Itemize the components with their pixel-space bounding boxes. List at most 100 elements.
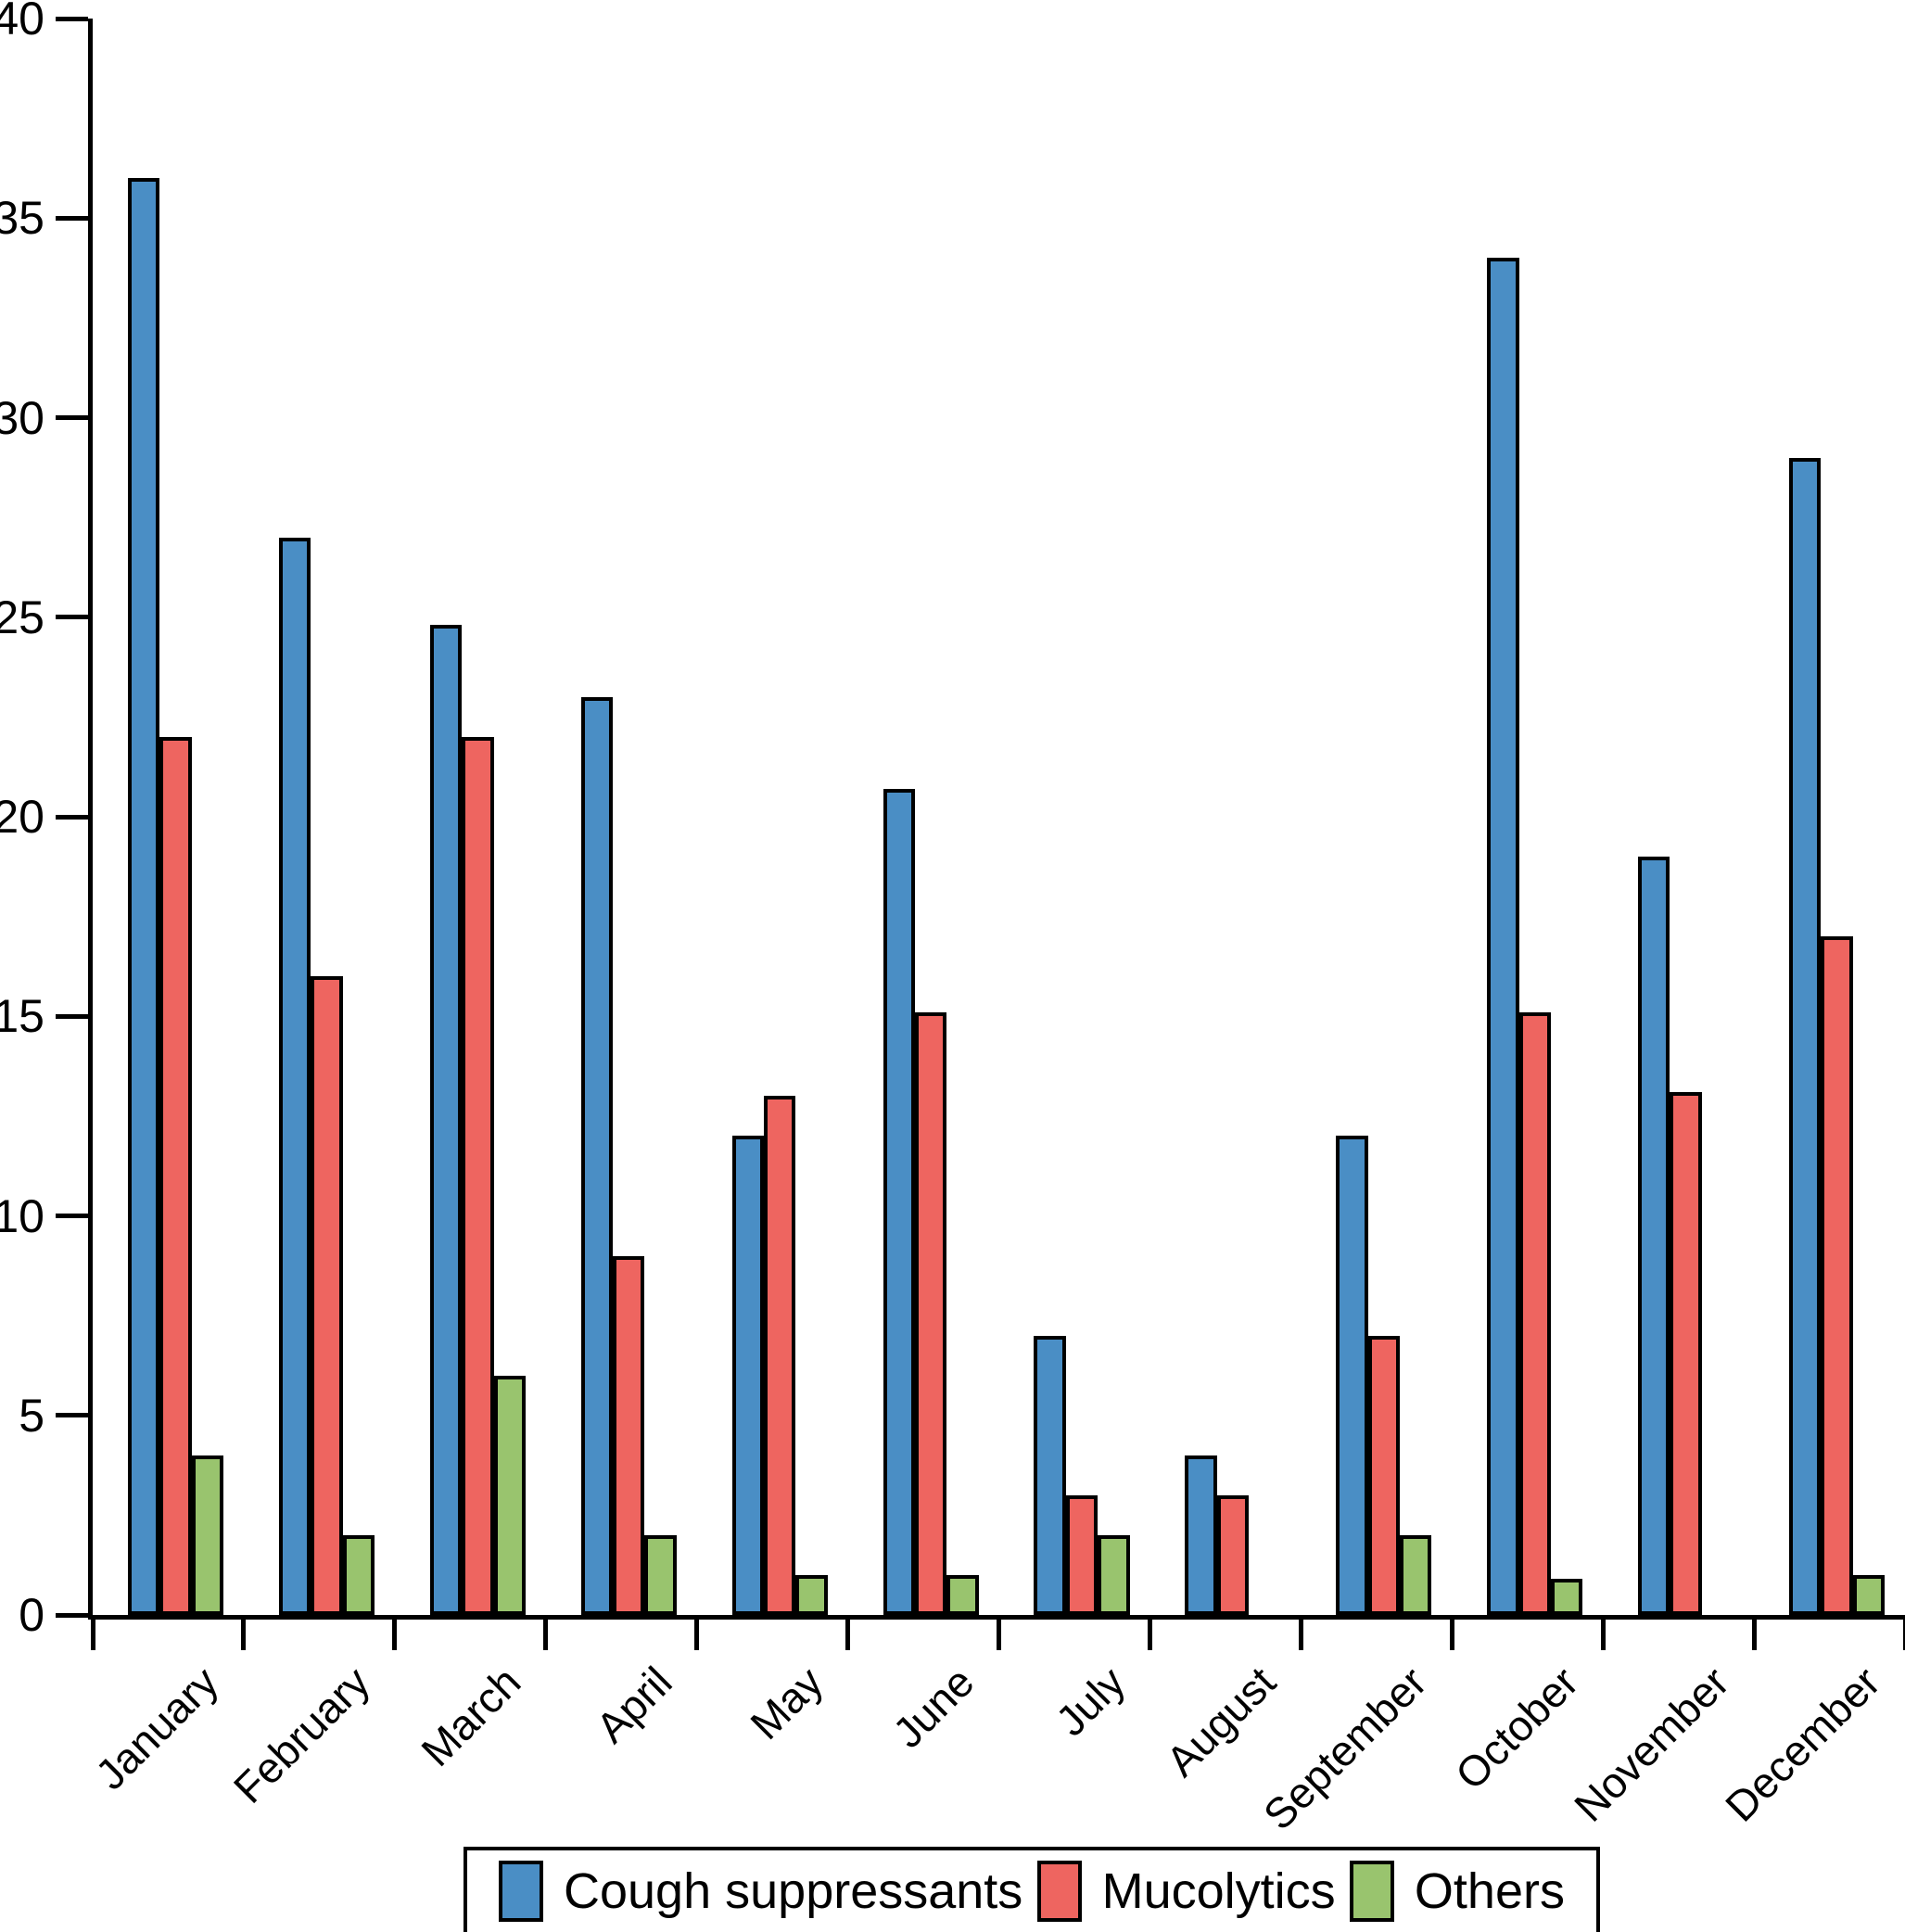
x-axis-tick-february bbox=[392, 1615, 398, 1650]
x-axis-label-text: April bbox=[586, 1657, 681, 1752]
bar-october-others bbox=[1550, 1579, 1583, 1615]
x-axis-label-text: December bbox=[1715, 1657, 1889, 1831]
bar-february-others bbox=[342, 1534, 375, 1615]
bar-july-mucolytics bbox=[1065, 1494, 1099, 1615]
legend-label: Others bbox=[1414, 1863, 1565, 1919]
bar-group-december bbox=[1754, 19, 1905, 1615]
x-axis-tick-january bbox=[241, 1615, 247, 1650]
y-axis-tick-10 bbox=[56, 1214, 88, 1218]
x-axis-tick-start bbox=[90, 1615, 95, 1650]
bar-september-mucolytics bbox=[1367, 1335, 1401, 1615]
x-axis-label-text: September bbox=[1254, 1657, 1436, 1839]
y-axis-tick-30 bbox=[56, 415, 88, 420]
y-axis-label-10: 10 bbox=[0, 1189, 44, 1242]
bar-group-november bbox=[1603, 19, 1754, 1615]
bar-august-mucolytics bbox=[1216, 1494, 1250, 1615]
x-axis-label-text: May bbox=[741, 1657, 832, 1749]
bar-july-cough-suppressants bbox=[1034, 1335, 1066, 1615]
bar-may-others bbox=[795, 1574, 828, 1615]
y-axis-label-5: 5 bbox=[19, 1389, 44, 1442]
x-axis-tick-december bbox=[1902, 1615, 1905, 1650]
plot-area: 0 5 10 15 20 25 30 35 40 January February March Apr… bbox=[0, 0, 1905, 1839]
bar-september-others bbox=[1400, 1534, 1432, 1615]
bar-february-mucolytics bbox=[311, 976, 343, 1615]
bar-november-cough-suppressants bbox=[1638, 857, 1670, 1615]
x-axis-label-text: October bbox=[1445, 1657, 1587, 1799]
bar-group-june bbox=[848, 19, 999, 1615]
bar-group-august bbox=[1149, 19, 1301, 1615]
legend-item-others: Others bbox=[1349, 1861, 1565, 1922]
x-axis-label-text: June bbox=[883, 1657, 984, 1758]
y-axis-tick-40 bbox=[56, 16, 88, 21]
bar-june-cough-suppressants bbox=[883, 788, 915, 1615]
bar-group-july bbox=[999, 19, 1150, 1615]
y-axis-label-20: 20 bbox=[0, 791, 44, 843]
bar-april-cough-suppressants bbox=[580, 696, 614, 1615]
bar-february-cough-suppressants bbox=[278, 537, 311, 1615]
x-axis-tick-august bbox=[1298, 1615, 1303, 1650]
legend-swatch-icon bbox=[1349, 1861, 1394, 1922]
legend-swatch-icon bbox=[1036, 1861, 1082, 1922]
y-axis-label-25: 25 bbox=[0, 591, 44, 643]
bar-january-mucolytics bbox=[159, 736, 192, 1615]
y-axis-tick-35 bbox=[56, 215, 88, 221]
legend-swatch-icon bbox=[499, 1861, 543, 1922]
bar-may-cough-suppressants bbox=[731, 1136, 764, 1615]
bar-april-others bbox=[644, 1534, 677, 1615]
bar-march-others bbox=[493, 1375, 526, 1615]
bar-group-april bbox=[546, 19, 697, 1615]
x-axis-tick-may bbox=[845, 1615, 851, 1650]
bar-december-cough-suppressants bbox=[1789, 457, 1822, 1615]
bar-december-mucolytics bbox=[1821, 936, 1853, 1615]
bar-october-cough-suppressants bbox=[1487, 258, 1519, 1615]
legend-label: Mucolytics bbox=[1101, 1863, 1336, 1919]
bar-group-march bbox=[395, 19, 546, 1615]
x-axis-label-text: August bbox=[1156, 1657, 1285, 1786]
bar-group-october bbox=[1452, 19, 1603, 1615]
x-axis-tick-july bbox=[1147, 1615, 1152, 1650]
x-axis-tick-april bbox=[694, 1615, 700, 1650]
x-axis-tick-june bbox=[997, 1615, 1001, 1650]
legend-item-cough-suppressants: Cough suppressants bbox=[499, 1861, 1022, 1922]
legend: Cough suppressants Mucolytics Others bbox=[464, 1847, 1600, 1932]
y-axis-label-35: 35 bbox=[0, 192, 44, 245]
y-axis-tick-5 bbox=[56, 1413, 88, 1418]
bar-june-others bbox=[946, 1574, 979, 1615]
bar-may-mucolytics bbox=[763, 1096, 796, 1615]
legend-label: Cough suppressants bbox=[564, 1863, 1023, 1919]
bar-april-mucolytics bbox=[613, 1255, 645, 1615]
bar-group-january bbox=[93, 19, 244, 1615]
bar-january-others bbox=[191, 1455, 224, 1615]
bar-october-mucolytics bbox=[1518, 1011, 1551, 1615]
bar-january-cough-suppressants bbox=[127, 178, 160, 1615]
bar-march-cough-suppressants bbox=[429, 625, 463, 1615]
x-axis-tick-november bbox=[1751, 1615, 1757, 1650]
bar-november-mucolytics bbox=[1670, 1092, 1702, 1615]
y-axis-label-0: 0 bbox=[19, 1589, 44, 1641]
bar-july-others bbox=[1098, 1534, 1130, 1615]
x-axis-label-text: July bbox=[1046, 1657, 1135, 1746]
y-axis-tick-20 bbox=[56, 814, 88, 820]
y-axis-tick-15 bbox=[56, 1013, 88, 1019]
y-axis-label-15: 15 bbox=[0, 990, 44, 1043]
bar-august-cough-suppressants bbox=[1185, 1455, 1217, 1615]
legend-item-mucolytics: Mucolytics bbox=[1036, 1861, 1336, 1922]
bar-group-september bbox=[1301, 19, 1452, 1615]
y-axis-label-40: 40 bbox=[0, 0, 44, 44]
x-axis-label-text: March bbox=[412, 1657, 530, 1776]
y-axis-label-30: 30 bbox=[0, 391, 44, 444]
x-axis-label-text: January bbox=[86, 1657, 228, 1799]
x-axis-tick-october bbox=[1600, 1615, 1606, 1650]
x-axis-tick-september bbox=[1449, 1615, 1454, 1650]
x-axis-label-text: November bbox=[1564, 1657, 1738, 1831]
bar-group-may bbox=[697, 19, 848, 1615]
bar-group-february bbox=[244, 19, 395, 1615]
bar-december-others bbox=[1852, 1574, 1886, 1615]
bar-march-mucolytics bbox=[462, 736, 494, 1615]
y-axis-tick-25 bbox=[56, 615, 88, 620]
x-axis-tick-march bbox=[543, 1615, 549, 1650]
bar-september-cough-suppressants bbox=[1336, 1136, 1368, 1615]
bar-june-mucolytics bbox=[914, 1011, 947, 1615]
y-axis-tick-0 bbox=[56, 1612, 88, 1618]
